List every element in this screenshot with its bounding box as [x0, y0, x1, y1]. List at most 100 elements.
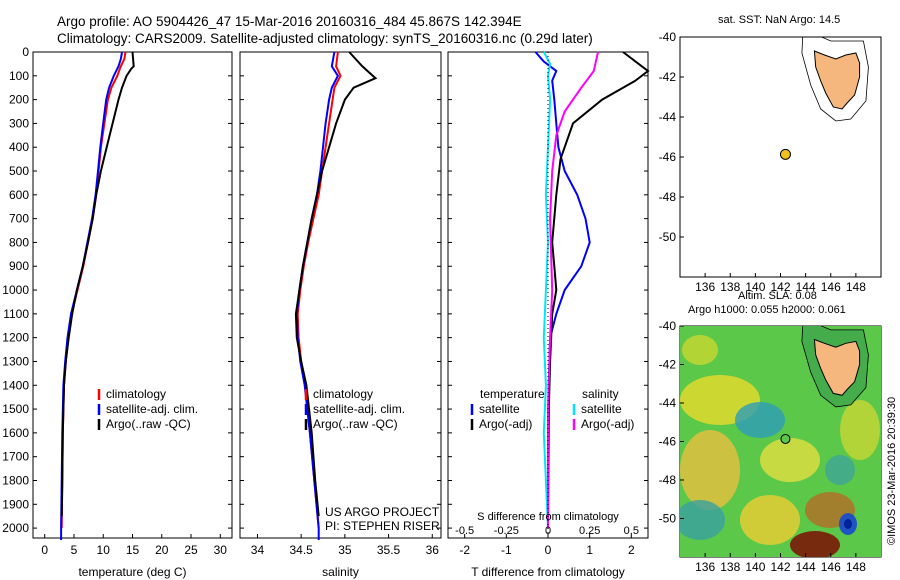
map-y-tick-label: -48 [659, 473, 677, 487]
series-line-3 [60, 51, 135, 517]
x-axis-label: temperature (deg C) [78, 565, 186, 579]
map-land-group [801, 326, 869, 408]
x-tick-label: 20 [155, 543, 169, 557]
sla-heatmap [680, 326, 881, 557]
map-y-tick-label: -42 [659, 358, 677, 372]
map-x-tick-label: 146 [821, 560, 841, 574]
map-x-tick-label: 146 [821, 280, 841, 294]
map-y-tick-label: -40 [659, 30, 677, 44]
map-x-tick-label: 148 [846, 280, 866, 294]
map-y-tick-label: -40 [659, 319, 677, 333]
tasmania-land [813, 338, 861, 396]
legend-label: satellite-adj. clim. [106, 402, 198, 416]
legend-label: climatology [313, 387, 373, 401]
title-line-2: Climatology: CARS2009. Satellite-adjuste… [57, 31, 593, 46]
panel-frame [239, 51, 442, 539]
depth-tick-label: 400 [9, 140, 29, 154]
x-tick-label: -2 [459, 543, 470, 557]
x-tick-label: 34.5 [289, 543, 313, 557]
map-x-tick-label: 140 [745, 280, 765, 294]
depth-tick-label: 0 [22, 45, 29, 59]
x-tick-label: 2 [628, 543, 635, 557]
x-tick-label: 36 [426, 543, 440, 557]
legend-label: satellite [581, 402, 622, 416]
secondary-tick-label: -0.5 [455, 525, 474, 537]
depth-tick-label: 1500 [2, 402, 29, 416]
series-line-3 [542, 51, 552, 529]
depth-tick-label: 2000 [2, 521, 29, 535]
depth-tick-label: 100 [9, 69, 29, 83]
legend-group-label: temperature [480, 387, 545, 401]
depth-tick-label: 1200 [2, 331, 29, 345]
mainland-land [793, 0, 881, 25]
x-tick-label: 10 [97, 543, 111, 557]
secondary-tick-label: 0.25 [579, 525, 600, 537]
depth-tick-label: 1900 [2, 497, 29, 511]
series-line-1 [296, 51, 342, 529]
x-tick-label: 0 [545, 543, 552, 557]
depth-tick-label: 900 [9, 259, 29, 273]
series-line-4 [547, 51, 599, 529]
map-x-tick-label: 138 [720, 560, 740, 574]
x-tick-label: 5 [71, 543, 78, 557]
depth-tick-label: 200 [9, 93, 29, 107]
x-tick-label: 35.5 [377, 543, 401, 557]
secondary-tick-label: -0.25 [494, 525, 519, 537]
depth-tick-label: 700 [9, 212, 29, 226]
legend-label: climatology [106, 387, 166, 401]
x-tick-label: -1 [501, 543, 512, 557]
legend-label: Argo(..raw -QC) [313, 417, 398, 431]
map-y-tick-label: -50 [659, 230, 677, 244]
series-line-3 [294, 51, 378, 517]
depth-tick-label: 1300 [2, 354, 29, 368]
legend-label: satellite-adj. clim. [313, 402, 405, 416]
map-land-group [793, 0, 881, 122]
shelf-contour [801, 37, 869, 122]
x-axis-label: T difference from climatology [471, 565, 625, 579]
title-line-1: Argo profile: AO 5904426_47 15-Mar-2016 … [57, 14, 522, 29]
map-x-tick-label: 140 [745, 560, 765, 574]
map-y-tick-label: -46 [659, 150, 677, 164]
tasmania-land [813, 50, 861, 110]
map-y-tick-label: -46 [659, 435, 677, 449]
depth-tick-label: 300 [9, 116, 29, 130]
map-x-tick-label: 136 [695, 560, 715, 574]
land-masses [793, 0, 881, 408]
float-position-marker [779, 148, 791, 160]
depth-tick-label: 1700 [2, 450, 29, 464]
secondary-tick-label: 0 [545, 525, 551, 537]
float-position-marker [780, 433, 791, 444]
depth-tick-label: 600 [9, 188, 29, 202]
legend-label: Argo(-adj) [479, 417, 532, 431]
sla-title: Altim. SLA: 0.08 [738, 290, 817, 302]
map-y-tick-label: -50 [659, 512, 677, 526]
map-y-tick-label: -44 [659, 396, 677, 410]
sst-title: sat. SST: NaN Argo: 14.5 [718, 14, 841, 26]
map-x-tick-label: 144 [796, 560, 816, 574]
project-annotation: US ARGO PROJECT [325, 505, 440, 519]
map-x-tick-label: 138 [720, 280, 740, 294]
depth-tick-label: 1400 [2, 378, 29, 392]
x-tick-label: 35 [338, 543, 352, 557]
depth-tick-label: 1800 [2, 473, 29, 487]
series-line-2 [295, 51, 340, 540]
secondary-axis-label: S difference from climatology [477, 511, 619, 523]
x-tick-label: 34 [251, 543, 265, 557]
series-line-2 [547, 51, 650, 529]
map-x-tick-label: 142 [770, 280, 790, 294]
map-x-tick-label: 136 [695, 280, 715, 294]
x-tick-label: 30 [214, 543, 228, 557]
secondary-tick-label: 0.5 [624, 525, 639, 537]
depth-tick-label: 1100 [3, 307, 29, 321]
map-x-tick-label: 148 [846, 560, 866, 574]
map-y-tick-label: -44 [659, 110, 677, 124]
legend-label: Argo(-adj) [581, 417, 634, 431]
depth-tick-label: 1600 [2, 426, 29, 440]
series-line-1 [534, 51, 591, 529]
map-y-tick-label: -48 [659, 190, 677, 204]
legend-group-label: salinity [582, 387, 619, 401]
sla-subtitle: Argo h1000: 0.055 h2000: 0.061 [688, 304, 846, 316]
depth-tick-label: 1000 [2, 283, 29, 297]
x-tick-label: 0 [41, 543, 48, 557]
